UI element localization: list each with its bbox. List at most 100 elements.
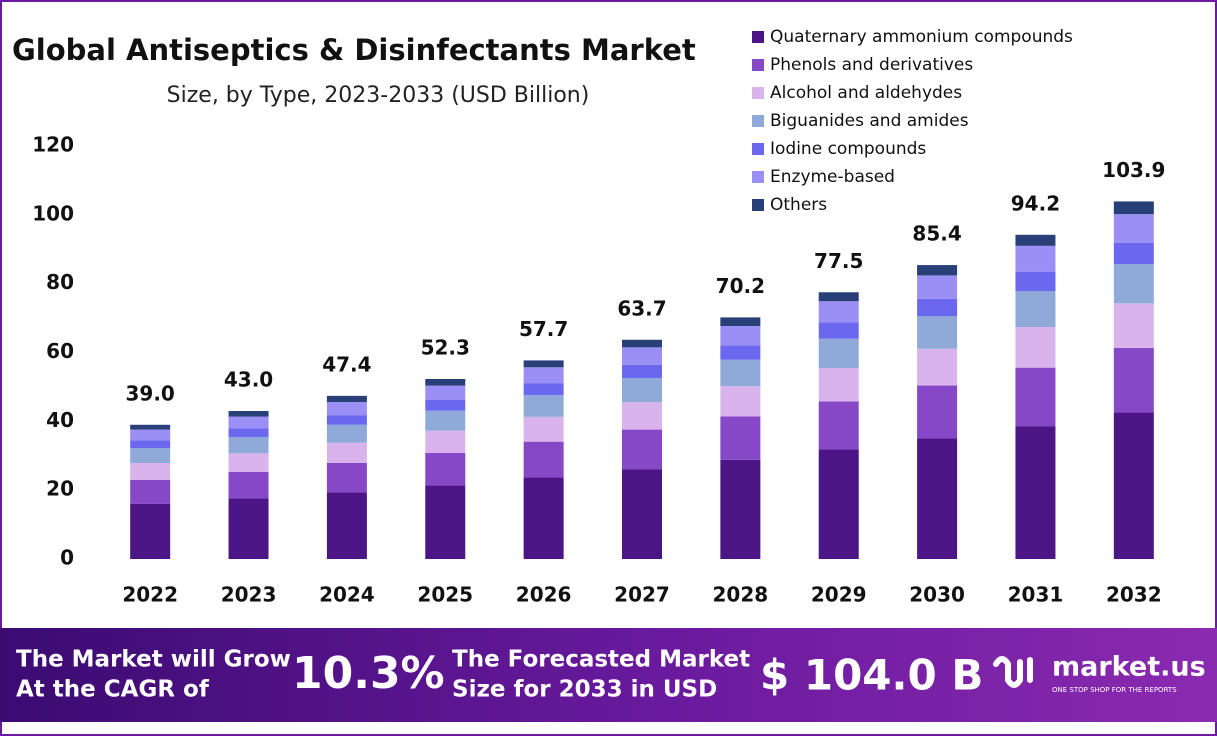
- x-tick-label: 2023: [221, 583, 277, 607]
- bar-segment: [228, 416, 269, 429]
- bar-segment: [228, 471, 269, 499]
- legend-label: Iodine compounds: [770, 139, 926, 159]
- bar-segment: [622, 347, 662, 365]
- y-tick-label: 60: [46, 339, 74, 363]
- x-tick-label: 2030: [909, 583, 965, 607]
- bar-segment: [1015, 245, 1056, 272]
- banner-forecast: $ 104.0 B: [760, 651, 983, 700]
- bar-segment: [228, 453, 269, 472]
- legend-label: Enzyme-based: [770, 167, 895, 187]
- bar-segment: [425, 379, 466, 386]
- bar-segment: [425, 385, 466, 400]
- total-label: 85.4: [912, 222, 961, 246]
- bar-segment: [1015, 291, 1056, 328]
- bar-segment: [622, 429, 662, 470]
- bar-segment: [1113, 348, 1154, 413]
- chart-title: Global Antiseptics & Disinfectants Marke…: [12, 33, 696, 67]
- bar-segment: [818, 292, 859, 302]
- bar-segment: [326, 402, 367, 416]
- bar-segment: [1113, 214, 1154, 243]
- total-label: 39.0: [126, 381, 175, 405]
- banner-text: At the CAGR of: [16, 677, 210, 703]
- legend-label: Biguanides and amides: [770, 111, 969, 131]
- bar-segment: [326, 442, 367, 463]
- bar-segment: [130, 448, 171, 463]
- x-tick-label: 2025: [417, 583, 473, 607]
- bar-segment: [425, 399, 466, 411]
- y-tick-label: 0: [60, 546, 74, 570]
- bar-segment: [622, 364, 662, 378]
- bar-segment: [523, 416, 564, 442]
- bar-segment: [818, 301, 859, 323]
- total-label: 70.2: [716, 274, 765, 298]
- legend-swatch: [752, 143, 764, 155]
- banner-text: The Market will Grow: [16, 647, 291, 673]
- bar-segment: [720, 416, 761, 460]
- bar-segment: [1113, 201, 1154, 215]
- bar-segment: [622, 402, 662, 430]
- bar-segment: [720, 325, 761, 346]
- bar-segment: [523, 360, 564, 368]
- y-tick-label: 80: [46, 270, 74, 294]
- bar-segment: [720, 459, 761, 559]
- bar-segment: [326, 424, 367, 443]
- x-tick-label: 2022: [122, 583, 178, 607]
- bar-segment: [228, 437, 269, 454]
- legend-label: Alcohol and aldehydes: [770, 83, 962, 103]
- brand-name: market.us: [1052, 652, 1206, 683]
- total-label: 47.4: [322, 352, 371, 376]
- brand-logo: [993, 656, 1033, 688]
- bar-segment: [228, 428, 269, 438]
- brand-tagline: ONE STOP SHOP FOR THE REPORTS: [1052, 686, 1177, 694]
- bar-segment: [1015, 327, 1056, 368]
- bar-segment: [917, 298, 958, 317]
- chart-subtitle: Size, by Type, 2023-2033 (USD Billion): [167, 83, 590, 108]
- bar-segment: [720, 386, 761, 417]
- bar-segment: [523, 367, 564, 384]
- bar-segment: [326, 462, 367, 493]
- bar-segment: [917, 316, 958, 349]
- total-label: 57.7: [519, 317, 568, 341]
- bar-segment: [326, 395, 367, 403]
- legend-swatch: [752, 115, 764, 127]
- bar-segment: [523, 441, 564, 478]
- legend-swatch: [752, 171, 764, 183]
- total-label: 103.9: [1102, 158, 1165, 182]
- bar-segment: [326, 492, 367, 559]
- bar-segment: [523, 395, 564, 417]
- bar-segment: [720, 359, 761, 387]
- bar-segment: [818, 449, 859, 559]
- bar-segment: [425, 430, 466, 453]
- total-label: 63.7: [617, 296, 666, 320]
- bar-segment: [523, 477, 564, 559]
- bar-segment: [1015, 271, 1056, 292]
- x-tick-label: 2031: [1008, 583, 1064, 607]
- legend-swatch: [752, 87, 764, 99]
- y-tick-label: 120: [32, 133, 74, 157]
- bar-segment: [228, 411, 269, 417]
- x-tick-label: 2026: [516, 583, 572, 607]
- x-tick-label: 2029: [811, 583, 867, 607]
- bar-segment: [326, 415, 367, 425]
- bar-segment: [1015, 426, 1056, 559]
- bar-segment: [1113, 303, 1154, 349]
- bar-segment: [1015, 234, 1056, 246]
- bar-segment: [1113, 264, 1154, 304]
- bar-segment: [818, 367, 859, 402]
- legend-swatch: [752, 199, 764, 211]
- bar-segment: [917, 385, 958, 439]
- banner-cagr: 10.3%: [292, 648, 445, 699]
- legend-label: Others: [770, 195, 827, 215]
- bar-segment: [1113, 412, 1154, 559]
- bar-segment: [917, 348, 958, 386]
- bar-segment: [917, 275, 958, 299]
- bar-segment: [130, 503, 171, 559]
- bar-segment: [130, 462, 171, 480]
- y-tick-label: 40: [46, 408, 74, 432]
- bar-segment: [818, 401, 859, 450]
- bar-segment: [130, 479, 171, 504]
- legend-swatch: [752, 31, 764, 43]
